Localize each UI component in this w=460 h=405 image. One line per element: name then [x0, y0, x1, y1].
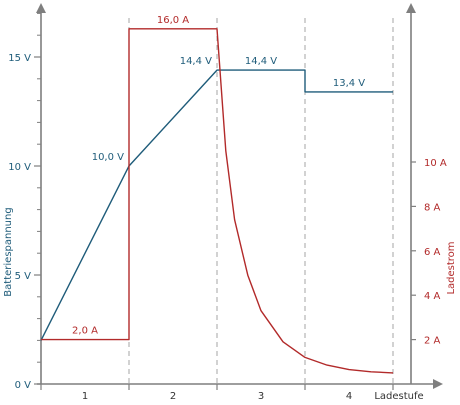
- left-tick-label: 15 V: [8, 53, 31, 64]
- voltage-data-label: 14,4 V: [245, 56, 277, 67]
- chart-labels: 0 V 5 V 10 V 15 V 2 A 4 A 6 A 8 A 10 A 1 2 3 4 Ladest…: [3, 15, 457, 402]
- stage-label: 2: [170, 391, 176, 402]
- series-lines: [40, 28, 394, 374]
- right-tick-label: 4 A: [424, 291, 441, 302]
- stage-label: 1: [82, 391, 88, 402]
- voltage-data-label: 10,0 V: [92, 152, 124, 163]
- axes: [34, 3, 443, 390]
- right-tick-label: 8 A: [424, 202, 441, 213]
- voltage-data-label: 13,4 V: [333, 78, 365, 89]
- right-tick-label: 2 A: [424, 336, 441, 347]
- voltage-series-line: [40, 69, 393, 341]
- right-tick-label: 6 A: [424, 247, 441, 258]
- current-data-label: 2,0 A: [72, 326, 98, 337]
- current-series-line: [41, 28, 394, 374]
- left-axis-title: Batteriespannung: [3, 207, 14, 296]
- right-tick-label: 10 A: [424, 158, 447, 169]
- stage-label: 4: [346, 391, 352, 402]
- left-tick-label: 5 V: [15, 271, 32, 282]
- left-tick-label: 0 V: [15, 380, 32, 391]
- voltage-data-label: 14,4 V: [180, 56, 212, 67]
- stage-divider-lines: [128, 18, 394, 384]
- stage-label: 3: [258, 391, 264, 402]
- x-axis-title: Ladestufe: [374, 391, 423, 402]
- current-data-label: 16,0 A: [157, 15, 189, 26]
- right-axis-title: Ladestrom: [446, 241, 457, 294]
- left-tick-label: 10 V: [8, 162, 31, 173]
